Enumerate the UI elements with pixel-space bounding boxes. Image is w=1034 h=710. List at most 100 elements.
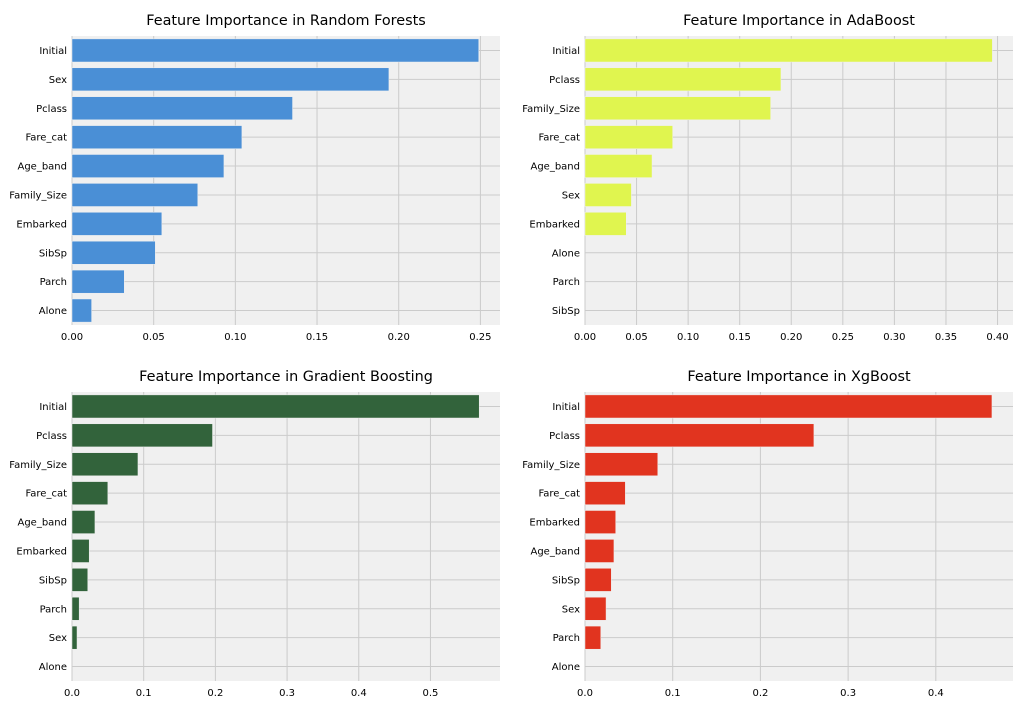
chart-gradient-boosting: Initial Pclass Family_Size Fare_cat Age_band… [9,369,500,699]
bar-pclass [71,423,213,448]
y-tick-label: SibSp [39,575,67,586]
x-tick-label: 0.05 [143,332,165,343]
y-tick-label: Age_band [17,162,67,173]
y-tick-label: Fare_cat [25,133,67,144]
y-tick-label: Sex [562,604,580,615]
bar-sex [71,625,78,650]
x-tick-label: 0.3 [279,688,295,699]
y-tick-label: Alone [552,662,580,673]
y-tick-label: Fare_cat [25,489,67,500]
y-tick-label: Parch [553,633,580,644]
chart-title: Feature Importance in XgBoost [687,369,911,385]
x-tick-label: 0.00 [574,332,596,343]
x-tick-label: 0.15 [729,332,751,343]
bar-parch [71,269,125,294]
y-tick-label: Initial [39,46,67,57]
bar-initial [584,38,993,63]
bar-initial [584,394,993,419]
y-tick-label: Fare_cat [538,133,580,144]
y-tick-label: Pclass [549,75,580,86]
x-tick-label: 0.25 [832,332,854,343]
x-tick-label: 0.10 [677,332,699,343]
x-tick-label: 0.3 [840,688,856,699]
bar-fare-cat [71,481,109,505]
bar-embarked [584,510,616,534]
x-tick-label: 0.20 [388,332,410,343]
bar-pclass [71,96,293,121]
x-tick-label: 0.10 [224,332,246,343]
chart-title: Feature Importance in Random Forests [146,13,426,29]
bar-initial [71,394,480,419]
x-tick-label: 0.40 [986,332,1008,343]
y-tick-label: Parch [553,277,580,288]
bar-sex [584,183,632,207]
bar-sex [584,596,607,621]
bar-family-size [584,452,659,477]
bar-age-band [584,539,615,563]
y-tick-label: Pclass [36,104,67,115]
y-tick-label: Fare_cat [538,489,580,500]
chart-xgboost: Initial Pclass Family_Size Fare_cat Embarked… [522,369,1013,699]
y-tick-label: Embarked [529,518,580,529]
x-tick-label: 0.35 [935,332,957,343]
x-tick-label: 0.05 [625,332,647,343]
bar-parch [584,625,602,650]
y-tick-label: Pclass [549,431,580,442]
y-tick-label: Parch [40,277,67,288]
y-tick-label: Initial [552,402,580,413]
y-tick-label: Initial [552,46,580,57]
x-tick-label: 0.1 [665,688,681,699]
y-tick-label: Embarked [16,219,67,230]
bar-embarked [71,539,90,563]
bar-sex [71,67,390,92]
x-tick-label: 0.1 [136,688,152,699]
y-tick-label: SibSp [39,248,67,259]
chart-adaboost: Initial Pclass Family_Size Fare_cat Age_band… [522,13,1013,343]
x-tick-label: 0.4 [351,688,367,699]
bar-fare-cat [71,125,243,149]
x-tick-label: 0.30 [883,332,905,343]
x-tick-label: 0.25 [469,332,491,343]
y-tick-label: Embarked [16,546,67,557]
x-tick-label: 0.5 [423,688,439,699]
y-tick-label: Age_band [530,162,580,173]
bar-fare-cat [584,125,673,149]
y-tick-label: Alone [39,662,67,673]
bar-parch [71,596,80,621]
y-tick-label: Family_Size [9,460,67,471]
y-tick-label: Family_Size [522,460,580,471]
bar-pclass [584,67,782,92]
y-tick-label: Sex [49,75,67,86]
x-tick-label: 0.0 [577,688,593,699]
y-tick-label: Alone [552,248,580,259]
y-tick-label: Initial [39,402,67,413]
y-tick-label: SibSp [552,306,580,317]
bar-age-band [584,154,653,178]
y-tick-label: Family_Size [9,190,67,201]
y-tick-label: Sex [562,190,580,201]
x-tick-label: 0.2 [207,688,223,699]
bar-sibsp [584,568,612,592]
bar-pclass [584,423,815,448]
bar-family-size [71,183,199,207]
x-tick-label: 0.0 [64,688,80,699]
y-tick-label: Embarked [529,219,580,230]
y-tick-label: SibSp [552,575,580,586]
y-tick-label: Alone [39,306,67,317]
x-tick-label: 0.15 [306,332,328,343]
y-tick-label: Pclass [36,431,67,442]
y-tick-label: Family_Size [522,104,580,115]
bar-sibsp [71,568,89,592]
bar-alone [71,298,92,323]
bar-initial [71,38,480,63]
bar-age-band [71,154,225,178]
bar-embarked [71,212,163,236]
x-tick-label: 0.00 [61,332,83,343]
chart-random-forests: Initial Sex Pclass Fare_cat Age_band Family_S… [9,13,500,343]
bar-embarked [584,212,627,236]
bar-sibsp [71,240,156,265]
y-tick-label: Age_band [17,518,67,529]
chart-title: Feature Importance in AdaBoost [683,13,915,29]
y-tick-label: Sex [49,633,67,644]
